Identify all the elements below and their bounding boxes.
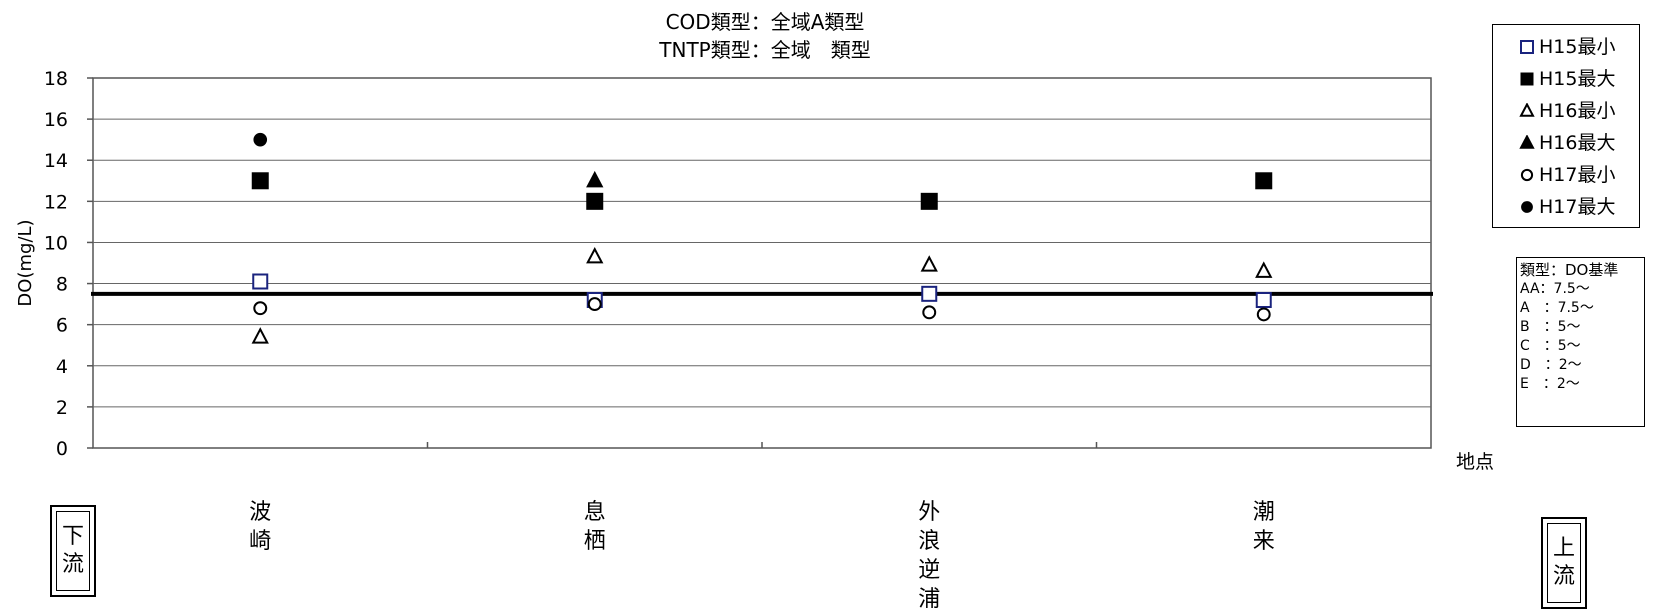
standards-row-5: E ：2～ (1520, 376, 1580, 392)
standards-row-2: B ：5～ (1520, 319, 1581, 335)
point-0-2 (921, 285, 938, 302)
y-tick-label-0: 0 (56, 438, 68, 460)
y-tick-label-6: 6 (56, 315, 68, 337)
x-tick-label-3: 潮来 (1253, 500, 1275, 554)
legend-marker-shape-5 (1521, 201, 1533, 213)
y-tick-label-14: 14 (44, 150, 68, 172)
y-tick-label-2: 2 (56, 397, 68, 419)
legend-item-3: H16最大 (1493, 129, 1639, 157)
x-axis-labels: 波崎 息栖 外浪逆浦 潮来 (249, 500, 1275, 612)
legend-item-2: H16最小 (1493, 97, 1639, 125)
point-1-1 (586, 192, 604, 210)
legend-marker-shape-3 (1519, 135, 1535, 149)
point-4-1 (587, 297, 602, 312)
x-axis-label: 地点 (1456, 451, 1494, 473)
legend-item-5: H17最大 (1493, 193, 1639, 221)
x-tick-label-0: 波崎 (249, 500, 271, 554)
chart-title-line-1: COD類型：全域A類型 (666, 10, 865, 34)
legend-marker-4 (1520, 168, 1534, 182)
point-1-2 (920, 192, 938, 210)
legend-label-1: H15最大 (1539, 68, 1616, 90)
point-5-0 (253, 132, 268, 147)
legend-marker-5 (1521, 201, 1533, 213)
legend-marker-0 (1520, 40, 1534, 54)
y-tick-label-4: 4 (56, 356, 68, 378)
downstream-box: 下 流 (50, 505, 96, 597)
upstream-char-2: 流 (1552, 564, 1575, 589)
y-axis-ticks: 0 2 4 6 8 10 12 14 16 18 (44, 68, 93, 460)
legend-label-0: H15最小 (1539, 36, 1616, 58)
legend-marker-shape-2 (1519, 103, 1535, 117)
downstream-char-1: 下 (61, 524, 84, 549)
point-1-3 (1255, 172, 1273, 190)
x-tick-label-2: 外浪逆浦 (918, 500, 940, 612)
y-tick-label-8: 8 (56, 274, 68, 296)
legend-marker-3 (1519, 135, 1535, 149)
point-4-0 (253, 301, 268, 316)
plot-area (92, 77, 1432, 449)
grid-lines (93, 118, 1431, 408)
point-2-3 (1255, 261, 1273, 278)
standards-row-1: A ：7.5～ (1520, 300, 1594, 316)
y-axis-label: DO(mg/L) (15, 219, 36, 306)
legend-label-2: H16最小 (1539, 100, 1616, 122)
point-1-0 (251, 172, 269, 190)
legend-label-3: H16最大 (1539, 132, 1616, 154)
point-0-0 (252, 273, 269, 290)
point-3-1 (586, 170, 604, 188)
point-4-3 (1256, 307, 1271, 322)
standards-row-3: C ：5～ (1520, 338, 1581, 354)
y-tick-label-16: 16 (44, 109, 68, 131)
legend-marker-shape-1 (1520, 72, 1534, 86)
legend-marker-2 (1519, 103, 1535, 117)
legend-item-4: H17最小 (1493, 161, 1639, 189)
legend-label-4: H17最小 (1539, 164, 1616, 186)
upstream-box: 上 流 (1541, 517, 1587, 609)
point-0-3 (1255, 292, 1272, 308)
legend-item-0: H15最小 (1493, 33, 1639, 61)
standards-row-4: D ：2～ (1520, 357, 1582, 373)
y-tick-label-18: 18 (44, 68, 68, 90)
legend-marker-shape-0 (1520, 40, 1534, 54)
legend-marker-1 (1520, 72, 1534, 86)
standards-title: 類型：DO基準 (1520, 261, 1619, 279)
legend-item-1: H15最大 (1493, 65, 1639, 93)
do-standards-box: 類型：DO基準 AA：7.5～ A ：7.5～ B ：5～ C ：5～ D ：2～ E ：… (1516, 257, 1645, 427)
y-tick-label-10: 10 (44, 232, 68, 254)
point-2-2 (920, 255, 938, 272)
data-markers (251, 132, 1273, 344)
point-2-0 (251, 327, 269, 344)
standards-row-0: AA：7.5～ (1520, 281, 1590, 297)
point-4-2 (922, 305, 937, 320)
x-axis-ticks (426, 442, 1098, 448)
legend-marker-shape-4 (1520, 168, 1534, 182)
legend: H15最小 H15最大 H16最小 H16最大 H17最小 H17最大 (1492, 24, 1640, 228)
point-2-1 (586, 246, 604, 264)
y-tick-label-12: 12 (44, 191, 68, 213)
upstream-char-1: 上 (1552, 536, 1575, 561)
x-tick-label-1: 息栖 (584, 500, 606, 554)
chart-title-line-2: TNTP類型：全域 類型 (658, 38, 870, 62)
downstream-char-2: 流 (61, 552, 84, 577)
legend-label-5: H17最大 (1539, 196, 1616, 218)
